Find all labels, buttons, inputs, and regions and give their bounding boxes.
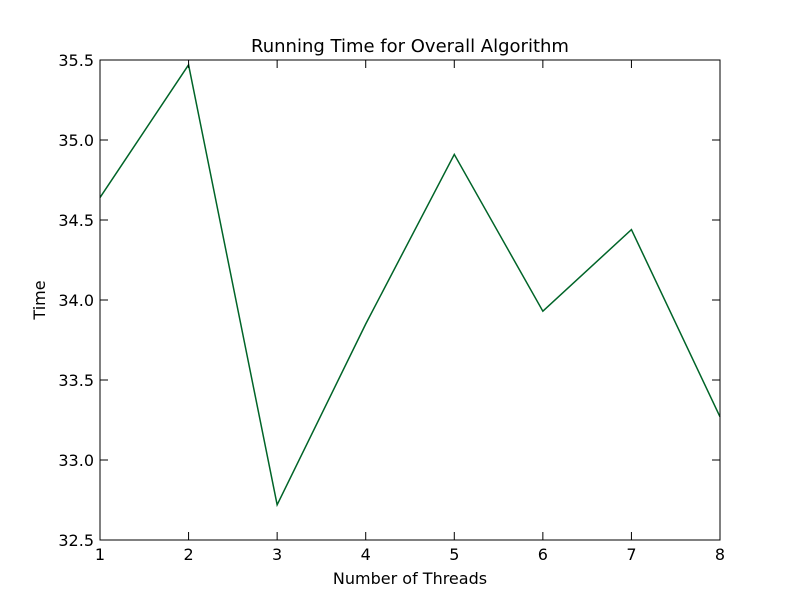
x-tick-label: 7 [626,545,636,564]
y-axis-label: Time [30,280,49,320]
chart-title: Running Time for Overall Algorithm [251,36,569,57]
y-tick-label: 33.5 [58,371,94,390]
y-tick-label: 33.0 [58,451,94,470]
x-axis-label: Number of Threads [333,569,487,588]
y-tick-label: 34.0 [58,291,94,310]
y-tick-label: 34.5 [58,211,94,230]
x-tick-label: 1 [95,545,105,564]
y-tick-label: 32.5 [58,531,94,550]
x-tick-label: 5 [449,545,459,564]
y-tick-label: 35.0 [58,131,94,150]
plot-frame [99,59,721,541]
y-tick-label: 35.5 [58,51,94,70]
x-tick-label: 4 [361,545,371,564]
x-tick-label: 2 [183,545,193,564]
x-tick-label: 6 [538,545,548,564]
series-line [99,62,721,508]
plot-area: 1 2 3 4 5 6 7 8 32.5 33.0 33.5 34.0 34.5 35.0 35.5 [58,51,725,564]
x-tick-label: 3 [272,545,282,564]
x-tick-label: 8 [715,545,725,564]
